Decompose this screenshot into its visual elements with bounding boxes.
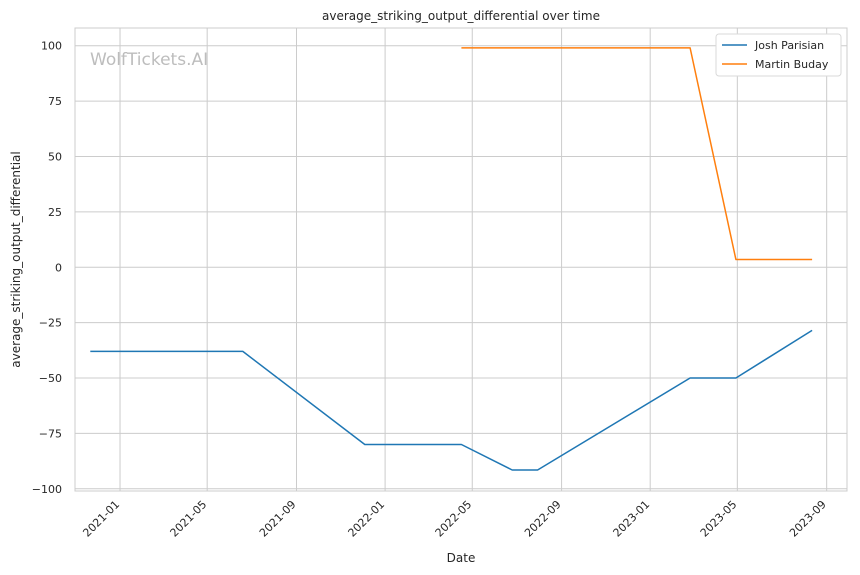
- x-axis-label: Date: [447, 551, 476, 565]
- grid: [75, 28, 847, 491]
- y-tick-label: −100: [32, 483, 62, 496]
- legend-label-martin-buday: Martin Buday: [755, 58, 829, 71]
- y-tick-label: 100: [41, 40, 62, 53]
- y-tick-label: −75: [39, 427, 62, 440]
- x-tick-label: 2022-05: [433, 498, 475, 540]
- y-axis-label: average_striking_output_differential: [9, 151, 23, 367]
- watermark: WolfTickets.AI: [90, 50, 208, 70]
- x-tick-label: 2023-05: [698, 498, 740, 540]
- x-tick-label: 2022-01: [346, 498, 388, 540]
- x-tick-label: 2021-05: [168, 498, 210, 540]
- y-tick-label: 75: [48, 95, 62, 108]
- plot-frame: [74, 27, 848, 492]
- y-tick-label: −50: [39, 372, 62, 385]
- y-tick-label: 25: [48, 206, 62, 219]
- legend-box: [715, 33, 842, 77]
- x-tick-label: 2023-09: [787, 498, 829, 540]
- legend-label-josh-parisian: Josh Parisian: [754, 39, 824, 52]
- series-line-martin-buday: [461, 47, 813, 261]
- legend: Josh Parisian Martin Buday: [715, 33, 842, 77]
- x-tick-label: 2022-09: [522, 498, 564, 540]
- series-group: [90, 47, 813, 471]
- series-line-josh-parisian: [90, 329, 813, 471]
- x-tick-label: 2021-09: [257, 498, 299, 540]
- x-tick-label: 2021-01: [80, 498, 122, 540]
- chart-title: average_striking_output_differential ove…: [322, 9, 600, 23]
- x-tick-label: 2023-01: [611, 498, 653, 540]
- y-tick-label: −25: [39, 317, 62, 330]
- y-tick-label: 0: [55, 261, 62, 274]
- y-tick-label: 50: [48, 150, 62, 163]
- plot-area: [75, 28, 847, 491]
